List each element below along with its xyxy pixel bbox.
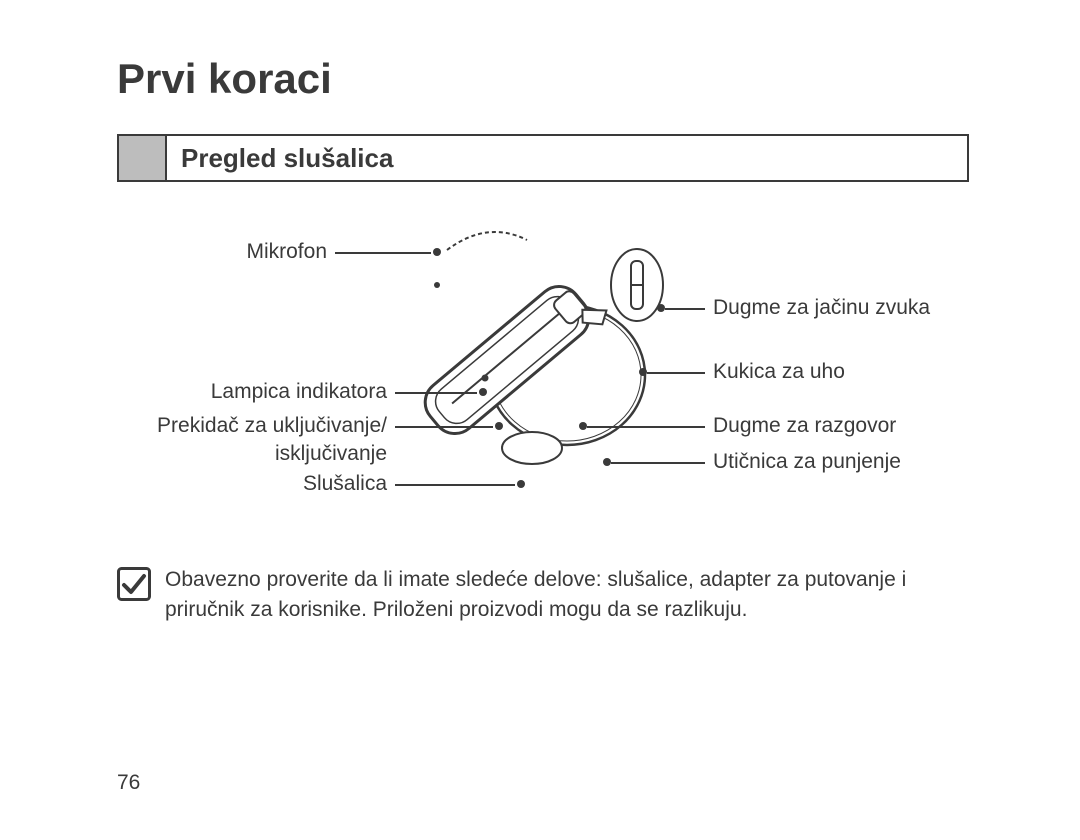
label-dugme-jacina: Dugme za jačinu zvuka bbox=[713, 296, 930, 320]
leader-dot bbox=[579, 422, 587, 430]
checkmark-icon bbox=[117, 567, 151, 601]
leader bbox=[395, 426, 493, 428]
label-prekidac-l1: Prekidač za uključivanje/ bbox=[157, 414, 387, 438]
subsection-title: Pregled slušalica bbox=[181, 143, 393, 174]
page-title: Prvi koraci bbox=[117, 55, 332, 103]
label-mikrofon: Mikrofon bbox=[246, 240, 327, 264]
label-uticnica: Utičnica za punjenje bbox=[713, 450, 901, 474]
leader bbox=[335, 252, 431, 254]
note-text: Obavezno proverite da li imate sledeće d… bbox=[165, 565, 969, 626]
label-dugme-razgovor: Dugme za razgovor bbox=[713, 414, 896, 438]
leader-dot bbox=[603, 458, 611, 466]
headset-diagram: Mikrofon Lampica indikatora Prekidač za … bbox=[117, 200, 969, 540]
leader bbox=[587, 426, 705, 428]
leader-dot bbox=[639, 368, 647, 376]
label-lampica: Lampica indikatora bbox=[211, 380, 387, 404]
leader-dot bbox=[479, 388, 487, 396]
label-kukica: Kukica za uho bbox=[713, 360, 845, 384]
leader-dot bbox=[495, 422, 503, 430]
headset-illustration bbox=[377, 200, 687, 520]
leader bbox=[395, 392, 477, 394]
subsection-bar: Pregled slušalica bbox=[117, 134, 969, 182]
leader bbox=[665, 308, 705, 310]
subsection-accent-block bbox=[119, 136, 167, 180]
leader-dot bbox=[657, 304, 665, 312]
leader bbox=[611, 462, 705, 464]
leader bbox=[395, 484, 515, 486]
leader-dot bbox=[433, 248, 441, 256]
note-row: Obavezno proverite da li imate sledeće d… bbox=[117, 565, 969, 626]
leader-dot bbox=[517, 480, 525, 488]
label-slusalica: Slušalica bbox=[303, 472, 387, 496]
page-number: 76 bbox=[117, 771, 140, 795]
label-prekidac-l2: isključivanje bbox=[275, 442, 387, 466]
leader bbox=[647, 372, 705, 374]
